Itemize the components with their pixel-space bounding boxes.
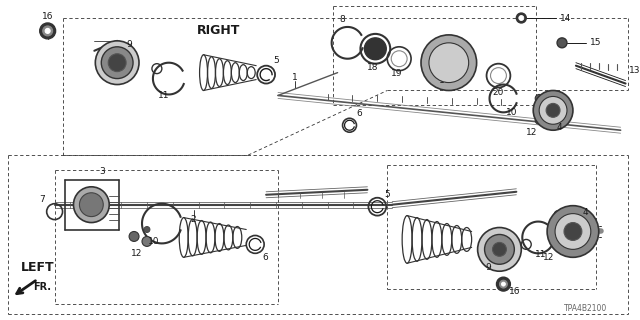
Circle shape (497, 277, 510, 291)
Text: 10: 10 (506, 108, 517, 117)
Text: 6: 6 (356, 109, 362, 118)
Circle shape (535, 116, 543, 124)
Text: 12: 12 (525, 128, 537, 137)
Circle shape (101, 47, 133, 79)
Text: 14: 14 (560, 13, 572, 22)
Text: 7: 7 (39, 195, 45, 204)
Circle shape (74, 187, 109, 222)
Circle shape (493, 243, 506, 256)
Circle shape (516, 13, 526, 23)
Text: 20: 20 (493, 88, 504, 97)
Text: TPA4B2100: TPA4B2100 (564, 304, 607, 314)
Circle shape (546, 103, 560, 117)
Circle shape (45, 28, 50, 33)
Circle shape (539, 96, 567, 124)
Text: 11: 11 (536, 250, 547, 259)
Circle shape (477, 228, 522, 271)
Text: 18: 18 (367, 63, 378, 72)
Text: 9: 9 (486, 263, 492, 272)
Circle shape (502, 282, 506, 286)
Circle shape (79, 193, 103, 217)
Circle shape (499, 280, 508, 288)
Text: 15: 15 (590, 38, 602, 47)
Circle shape (40, 23, 56, 39)
Text: 4: 4 (583, 208, 589, 217)
Text: 12: 12 (543, 253, 555, 262)
Text: 10: 10 (148, 237, 159, 246)
Circle shape (364, 38, 387, 60)
Text: 3: 3 (99, 167, 105, 176)
Circle shape (564, 222, 582, 240)
Text: 11: 11 (158, 91, 170, 100)
Text: 19: 19 (392, 69, 403, 78)
Text: 16: 16 (42, 12, 53, 20)
Circle shape (429, 43, 468, 83)
Text: FR.: FR. (33, 282, 51, 292)
Circle shape (533, 91, 573, 130)
Circle shape (484, 235, 515, 264)
Circle shape (554, 243, 562, 250)
Circle shape (519, 16, 524, 20)
Text: 1: 1 (292, 73, 298, 82)
Text: 8: 8 (340, 14, 346, 23)
Circle shape (554, 211, 562, 219)
Text: LEFT: LEFT (21, 261, 54, 274)
Text: 12: 12 (131, 249, 143, 258)
Circle shape (555, 214, 591, 249)
Circle shape (557, 38, 567, 48)
Circle shape (95, 41, 139, 84)
Circle shape (547, 206, 599, 257)
Circle shape (142, 236, 152, 246)
Text: 2: 2 (191, 215, 196, 224)
Circle shape (129, 231, 139, 241)
Text: 9: 9 (126, 40, 132, 49)
Circle shape (144, 227, 150, 233)
Text: 4: 4 (556, 123, 562, 132)
Text: 13: 13 (628, 66, 640, 75)
Text: 5: 5 (273, 56, 279, 65)
Text: 17: 17 (439, 76, 451, 85)
Text: 5: 5 (385, 190, 390, 199)
Circle shape (535, 94, 543, 102)
Circle shape (108, 54, 126, 72)
Circle shape (43, 26, 52, 36)
Circle shape (421, 35, 477, 91)
Text: 6: 6 (262, 253, 268, 262)
Text: RIGHT: RIGHT (196, 24, 240, 37)
Text: 16: 16 (509, 287, 520, 296)
